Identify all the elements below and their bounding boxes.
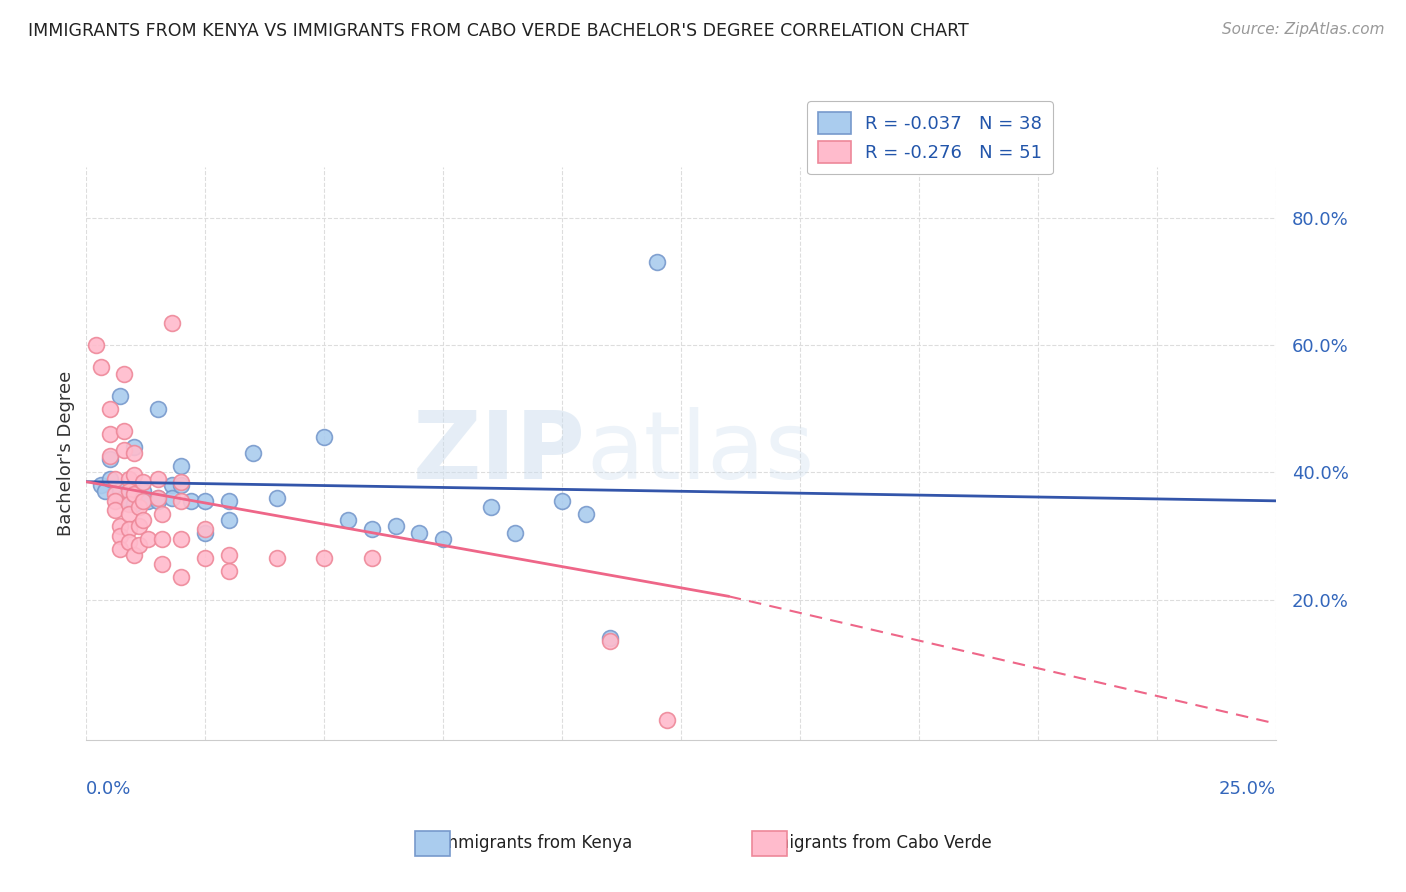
- Point: [98, 427, 121, 442]
- Point: [94, 484, 117, 499]
- Point: [655, 714, 678, 728]
- Point: [118, 484, 141, 499]
- Point: [146, 493, 169, 508]
- Point: [146, 471, 169, 485]
- Point: [218, 513, 240, 527]
- Point: [128, 500, 150, 515]
- Point: [118, 535, 141, 549]
- Point: [90, 478, 112, 492]
- Point: [194, 523, 217, 537]
- Point: [108, 389, 131, 403]
- Point: [132, 513, 155, 527]
- Text: Source: ZipAtlas.com: Source: ZipAtlas.com: [1222, 22, 1385, 37]
- Point: [132, 475, 155, 489]
- Point: [136, 532, 159, 546]
- Text: 25.0%: 25.0%: [1219, 780, 1277, 797]
- Point: [337, 513, 360, 527]
- Point: [314, 430, 336, 444]
- Y-axis label: Bachelor's Degree: Bachelor's Degree: [58, 370, 75, 536]
- Point: [170, 478, 193, 492]
- Point: [132, 484, 155, 499]
- Point: [136, 493, 159, 508]
- Point: [266, 551, 288, 566]
- Point: [242, 446, 264, 460]
- Point: [146, 401, 169, 416]
- Point: [118, 471, 141, 485]
- Point: [122, 440, 145, 454]
- Point: [647, 255, 669, 269]
- Point: [266, 491, 288, 505]
- Point: [551, 493, 574, 508]
- Point: [104, 471, 127, 485]
- Point: [218, 564, 240, 578]
- Text: IMMIGRANTS FROM KENYA VS IMMIGRANTS FROM CABO VERDE BACHELOR'S DEGREE CORRELATIO: IMMIGRANTS FROM KENYA VS IMMIGRANTS FROM…: [28, 22, 969, 40]
- Point: [118, 497, 141, 511]
- Point: [218, 548, 240, 562]
- Point: [128, 519, 150, 533]
- Point: [104, 487, 127, 501]
- Point: [146, 491, 169, 505]
- Point: [152, 558, 174, 572]
- Point: [503, 525, 526, 540]
- Point: [599, 631, 621, 645]
- Legend: R = -0.037   N = 38, R = -0.276   N = 51: R = -0.037 N = 38, R = -0.276 N = 51: [807, 101, 1053, 174]
- Point: [108, 529, 131, 543]
- Point: [98, 450, 121, 464]
- Text: Immigrants from Cabo Verde: Immigrants from Cabo Verde: [752, 834, 991, 852]
- Point: [314, 551, 336, 566]
- Point: [90, 360, 112, 375]
- Point: [408, 525, 430, 540]
- Text: ZIP: ZIP: [413, 407, 586, 500]
- Point: [132, 493, 155, 508]
- Point: [599, 633, 621, 648]
- Point: [146, 491, 169, 505]
- Point: [118, 507, 141, 521]
- Point: [160, 478, 183, 492]
- Point: [118, 523, 141, 537]
- Point: [122, 497, 145, 511]
- Point: [479, 500, 502, 515]
- Point: [152, 532, 174, 546]
- Point: [170, 570, 193, 584]
- Point: [218, 493, 240, 508]
- Point: [108, 519, 131, 533]
- Point: [104, 493, 127, 508]
- Point: [108, 541, 131, 556]
- Point: [575, 507, 598, 521]
- Point: [384, 519, 406, 533]
- Point: [122, 484, 145, 499]
- Point: [108, 484, 131, 499]
- Point: [194, 525, 217, 540]
- Text: atlas: atlas: [586, 407, 814, 500]
- Point: [128, 538, 150, 552]
- Point: [98, 471, 121, 485]
- Text: 0.0%: 0.0%: [86, 780, 132, 797]
- Point: [112, 367, 135, 381]
- Text: Immigrants from Kenya: Immigrants from Kenya: [437, 834, 631, 852]
- Point: [360, 551, 382, 566]
- Point: [160, 316, 183, 330]
- Point: [122, 468, 145, 483]
- Point: [98, 452, 121, 467]
- Point: [122, 487, 145, 501]
- Point: [432, 532, 454, 546]
- Point: [122, 446, 145, 460]
- Point: [170, 475, 193, 489]
- Point: [98, 401, 121, 416]
- Point: [170, 493, 193, 508]
- Point: [104, 503, 127, 517]
- Point: [194, 551, 217, 566]
- Point: [170, 458, 193, 473]
- Point: [180, 493, 202, 508]
- Point: [170, 532, 193, 546]
- Point: [152, 507, 174, 521]
- Point: [122, 548, 145, 562]
- Point: [112, 424, 135, 438]
- Point: [160, 491, 183, 505]
- Point: [360, 523, 382, 537]
- Point: [112, 491, 135, 505]
- Point: [112, 442, 135, 457]
- Point: [84, 338, 107, 352]
- Point: [194, 493, 217, 508]
